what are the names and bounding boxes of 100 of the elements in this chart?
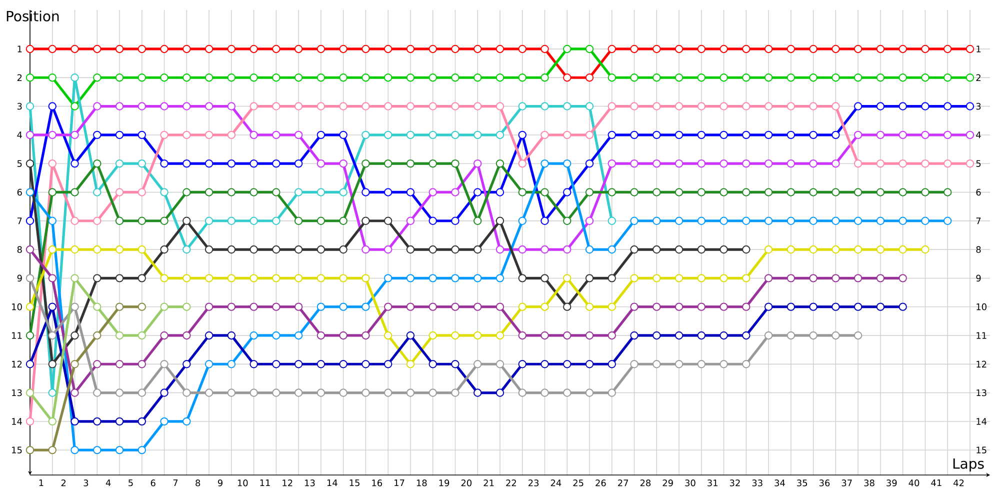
point <box>742 188 750 196</box>
point <box>585 331 594 340</box>
point <box>316 216 326 225</box>
point <box>339 130 348 140</box>
point <box>921 188 930 196</box>
point <box>93 74 102 82</box>
point <box>182 188 191 196</box>
y2-tick-label: 4 <box>976 132 981 138</box>
x-tick-label: 26 <box>596 480 606 486</box>
point <box>48 446 56 454</box>
point <box>115 159 124 168</box>
point <box>339 216 348 225</box>
point <box>585 188 594 196</box>
point <box>339 102 348 110</box>
point <box>182 245 191 254</box>
point <box>26 274 34 282</box>
point <box>652 159 661 168</box>
point <box>585 44 594 54</box>
point <box>384 216 392 225</box>
x-tick-label: 19 <box>439 480 450 486</box>
point <box>384 274 392 282</box>
point <box>70 188 79 196</box>
point <box>518 274 526 282</box>
point <box>182 44 191 54</box>
point <box>697 302 706 311</box>
point <box>697 130 706 140</box>
point <box>966 102 974 110</box>
point <box>48 74 56 82</box>
point <box>674 331 684 340</box>
point <box>608 331 616 340</box>
point <box>674 74 684 82</box>
point <box>339 360 348 368</box>
point <box>160 274 168 282</box>
y2-tick-label: 1 <box>976 46 981 52</box>
point <box>384 331 392 340</box>
point <box>921 102 930 110</box>
point <box>898 74 907 82</box>
x-tick-label: 30 <box>685 480 696 486</box>
point <box>316 159 326 168</box>
point <box>496 331 504 340</box>
point <box>630 102 638 110</box>
point <box>518 130 526 140</box>
point <box>250 216 258 225</box>
point <box>26 388 34 397</box>
x-tick-label: 38 <box>864 480 874 486</box>
point <box>898 245 907 254</box>
point <box>876 159 885 168</box>
point <box>204 360 214 368</box>
point <box>854 302 862 311</box>
point <box>854 331 862 340</box>
point <box>294 102 303 110</box>
point <box>720 102 728 110</box>
point <box>943 74 952 82</box>
point <box>272 245 280 254</box>
point <box>809 216 818 225</box>
point <box>608 388 616 397</box>
point <box>406 44 415 54</box>
point <box>876 302 885 311</box>
point <box>451 302 460 311</box>
point <box>428 216 437 225</box>
point <box>406 102 415 110</box>
point <box>204 216 214 225</box>
point <box>563 130 572 140</box>
point <box>474 245 482 254</box>
point <box>272 388 280 397</box>
point <box>93 302 102 311</box>
point <box>26 446 34 454</box>
point <box>608 216 616 225</box>
point <box>697 159 706 168</box>
point <box>652 130 661 140</box>
point <box>608 102 616 110</box>
point <box>652 44 661 54</box>
point <box>720 130 728 140</box>
point <box>138 302 146 311</box>
point <box>406 216 415 225</box>
x-tick-label: 5 <box>128 480 133 486</box>
point <box>540 274 549 282</box>
point <box>697 216 706 225</box>
point <box>227 102 236 110</box>
point <box>764 302 773 311</box>
x-tick-label: 21 <box>484 480 494 486</box>
point <box>898 274 907 282</box>
point <box>227 74 236 82</box>
point <box>496 245 504 254</box>
point <box>250 302 258 311</box>
point <box>93 44 102 54</box>
point <box>786 245 796 254</box>
point <box>316 102 326 110</box>
point <box>294 216 303 225</box>
y2-tick-label: 15 <box>976 446 986 454</box>
x-tick-label: 8 <box>196 480 200 486</box>
point <box>339 331 348 340</box>
point <box>294 245 303 254</box>
point <box>428 102 437 110</box>
point <box>294 44 303 54</box>
point <box>316 302 326 311</box>
point <box>786 74 796 82</box>
point <box>406 331 415 340</box>
y-tick-label: 9 <box>17 274 22 282</box>
point <box>339 388 348 397</box>
